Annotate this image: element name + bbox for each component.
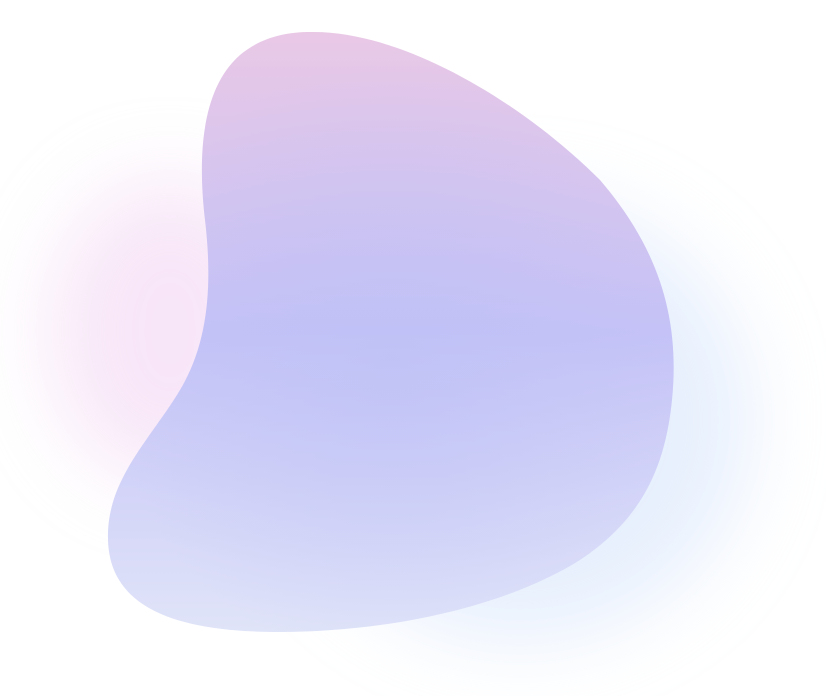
blob-center-shade (107, 31, 674, 632)
